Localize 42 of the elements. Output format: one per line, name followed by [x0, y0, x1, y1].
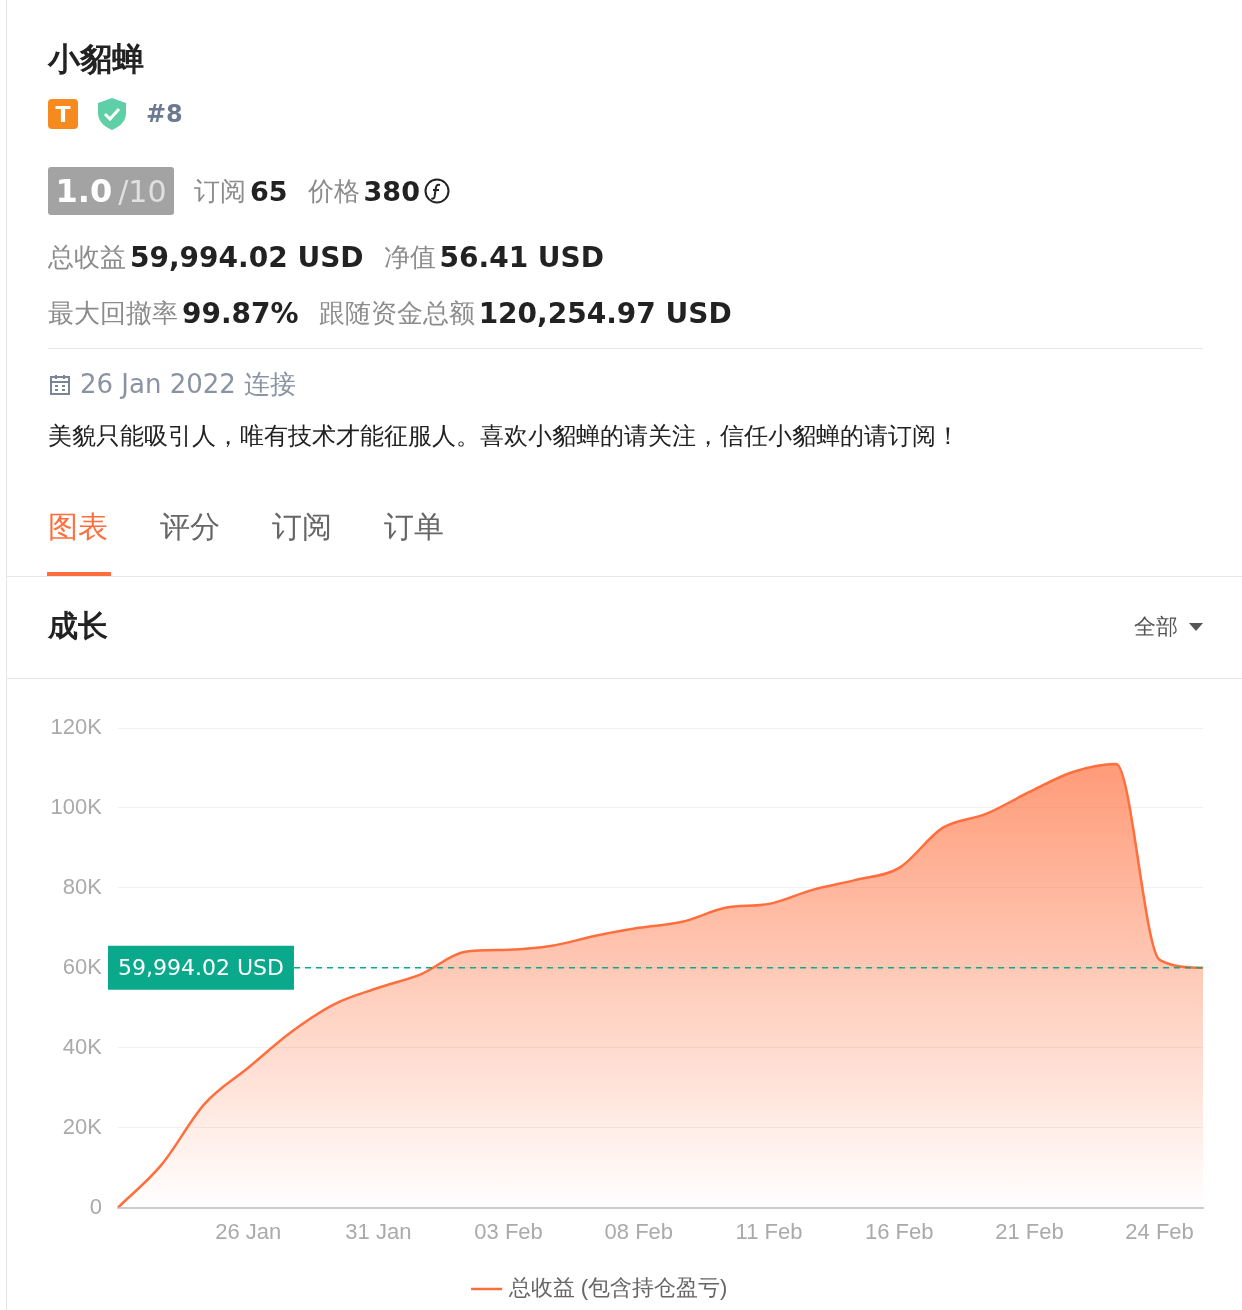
text: #8 [146, 100, 183, 128]
legend-label: 总收益 (包含持仓盈亏) [507, 1275, 728, 1301]
text: 380 [363, 175, 420, 207]
text: 图表 [48, 508, 108, 546]
text: 1.0 [55, 172, 113, 210]
text: 59,994.02 USD [130, 241, 364, 274]
x-tick-label: 16 Feb [864, 1218, 934, 1244]
text: 价格 [307, 174, 360, 208]
ref-line-label: 59,994.02 USD [118, 954, 284, 980]
text: 订阅 [194, 174, 246, 208]
y-tick-label: 0 [89, 1193, 102, 1219]
y-tick-label: 20K [62, 1113, 103, 1139]
y-tick-label: 60K [62, 953, 103, 979]
y-tick-label: 40K [62, 1033, 103, 1059]
x-tick-label: 26 Jan [215, 1218, 282, 1244]
x-tick-label: 24 Feb [1125, 1218, 1194, 1244]
text: 26 Jan 2022 连接 [80, 368, 297, 401]
text: /10 [118, 173, 167, 209]
text: 全部 [1134, 613, 1178, 641]
x-tick-label: 03 Feb [474, 1218, 543, 1244]
text: 小貂蝉 [48, 39, 144, 80]
x-tick-label: 11 Feb [735, 1218, 803, 1244]
x-tick-label: 08 Feb [604, 1218, 674, 1244]
text: 订单 [384, 508, 444, 546]
y-tick-label: 120K [50, 714, 103, 740]
text: 99.87% [182, 297, 299, 330]
text: T [48, 99, 78, 129]
x-tick-label: 21 Feb [995, 1218, 1064, 1244]
text: 最大回撤率 [48, 297, 178, 330]
text: 净值 [383, 241, 436, 274]
x-tick-label: 31 Jan [345, 1218, 412, 1244]
text: 120,254.97 USD [478, 297, 732, 330]
y-tick-label: 80K [62, 873, 103, 899]
text: 56.41 USD [439, 241, 605, 274]
text: 总收益 [48, 241, 126, 274]
text: 订阅 [272, 508, 332, 546]
chart-title: 成长 [48, 607, 108, 645]
text: 评分 [160, 508, 220, 546]
text: 65 [250, 175, 288, 207]
y-tick-label: 100K [50, 794, 103, 819]
text: 美貌只能吸引人，唯有技术才能征服人。喜欢小貂蝉的请关注，信任小貂蝉的请订阅！ [48, 421, 960, 452]
text: 跟随资金总额 [318, 297, 475, 330]
